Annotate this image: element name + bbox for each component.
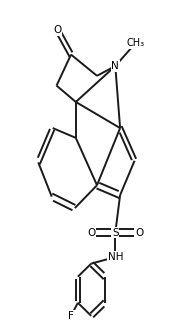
- Text: O: O: [135, 228, 144, 237]
- Text: N: N: [111, 61, 119, 71]
- Text: O: O: [53, 25, 62, 35]
- Text: F: F: [68, 311, 74, 321]
- Text: O: O: [87, 228, 95, 237]
- Text: NH: NH: [107, 252, 123, 262]
- Text: CH₃: CH₃: [126, 38, 145, 48]
- Text: S: S: [112, 228, 119, 237]
